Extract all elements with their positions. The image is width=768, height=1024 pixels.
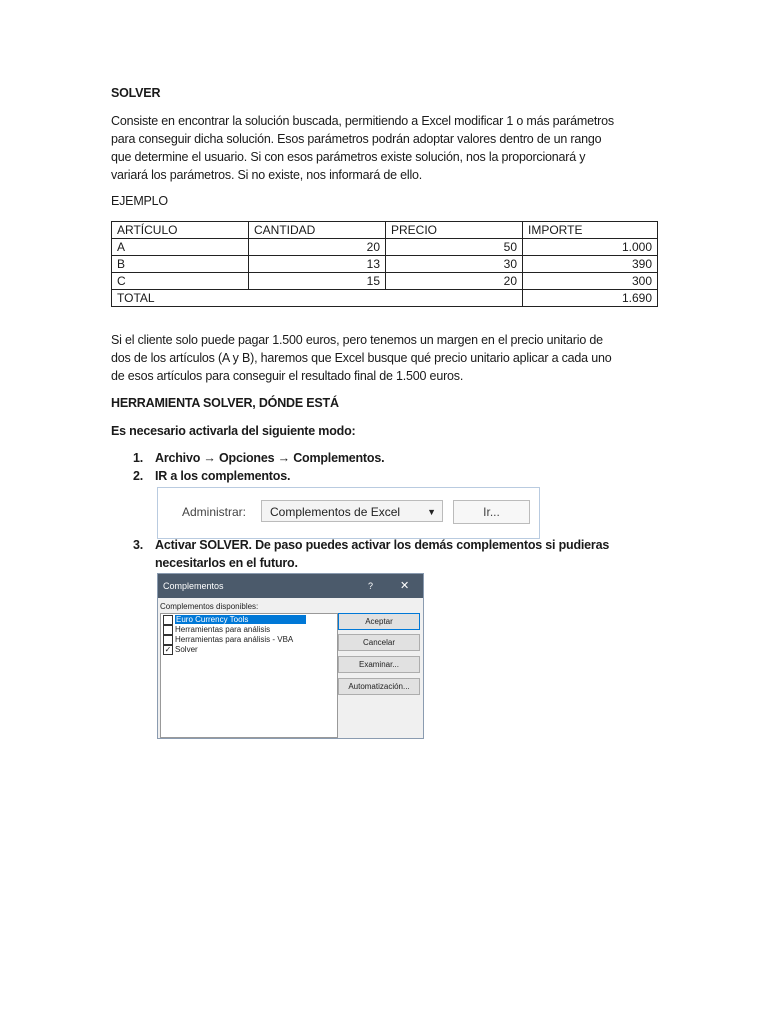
automation-button[interactable]: Automatización... xyxy=(338,678,420,695)
list-item[interactable]: Herramientas para análisis xyxy=(163,625,270,635)
scenario-line: de esos artículos para conseguir el resu… xyxy=(111,369,464,383)
step-number: 1. xyxy=(133,451,144,465)
activate-intro: Es necesario activarla del siguiente mod… xyxy=(111,424,356,438)
go-button[interactable]: Ir... xyxy=(453,500,530,524)
close-icon[interactable]: ✕ xyxy=(400,580,410,592)
browse-button[interactable]: Examinar... xyxy=(338,656,420,673)
item-label: Solver xyxy=(175,645,198,655)
title: SOLVER xyxy=(111,86,161,100)
header-cell: IMPORTE xyxy=(522,221,658,239)
cell: C xyxy=(111,272,249,290)
checkbox-checked[interactable]: ✓ xyxy=(163,645,173,655)
checkbox[interactable] xyxy=(163,615,173,625)
cell: 1.000 xyxy=(522,238,658,256)
header-cell: CANTIDAD xyxy=(248,221,386,239)
cancel-button[interactable]: Cancelar xyxy=(338,634,420,651)
intro-line: que determine el usuario. Si con esos pa… xyxy=(111,150,586,164)
step-number: 3. xyxy=(133,538,144,552)
cell: 390 xyxy=(522,255,658,273)
tool-heading: HERRAMIENTA SOLVER, DÓNDE ESTÁ xyxy=(111,396,339,410)
header-cell: PRECIO xyxy=(385,221,523,239)
cell: 20 xyxy=(248,238,386,256)
table-row: C 15 20 300 xyxy=(111,272,658,290)
cell: A xyxy=(111,238,249,256)
item-label: Euro Currency Tools xyxy=(175,615,307,625)
total-label: TOTAL xyxy=(111,289,523,307)
dropdown-arrow-icon: ▼ xyxy=(427,507,436,517)
header-cell: ARTÍCULO xyxy=(111,221,249,239)
item-label: Herramientas para análisis - VBA xyxy=(175,635,294,645)
ok-button[interactable]: Aceptar xyxy=(338,613,420,630)
item-label: Herramientas para análisis xyxy=(175,625,271,635)
total-value: 1.690 xyxy=(522,289,658,307)
admin-bar-screenshot: Administrar: Complementos de Excel ▼ Ir..… xyxy=(157,487,540,539)
cell: B xyxy=(111,255,249,273)
cell: 13 xyxy=(248,255,386,273)
cell: 15 xyxy=(248,272,386,290)
scenario-line: dos de los artículos (A y B), haremos qu… xyxy=(111,351,612,365)
help-icon[interactable]: ? xyxy=(368,581,374,591)
step-text: Archivo → Opciones → Complementos. xyxy=(155,451,385,465)
step-2: 2. IR a los complementos. xyxy=(133,469,290,483)
dialog-title: Complementos xyxy=(163,581,224,591)
step-text: IR a los complementos. xyxy=(155,469,291,483)
intro-line: variará los parámetros. Si no existe, no… xyxy=(111,168,423,182)
list-item[interactable]: Euro Currency Tools xyxy=(163,615,307,625)
cell: 50 xyxy=(385,238,523,256)
select-value: Complementos de Excel xyxy=(270,505,401,519)
addins-dialog: Complementos? ✕ Complementos disponibles:… xyxy=(157,573,424,739)
intro-line: para conseguir dicha solución. Esos pará… xyxy=(111,132,602,146)
cell: 300 xyxy=(522,272,658,290)
addins-list[interactable]: Euro Currency Tools Herramientas para an… xyxy=(160,613,338,738)
list-label: Complementos disponibles: xyxy=(160,602,259,611)
addins-select[interactable]: Complementos de Excel ▼ xyxy=(261,500,443,522)
list-item[interactable]: ✓ Solver xyxy=(163,645,198,655)
step-number: 2. xyxy=(133,469,144,483)
step-text: Activar SOLVER. De paso puedes activar l… xyxy=(155,538,610,552)
table-row: B 13 30 390 xyxy=(111,255,658,273)
example-table: ARTÍCULO CANTIDAD PRECIO IMPORTE A 20 50 1.000… xyxy=(111,221,658,307)
table-total-row: TOTAL 1.690 xyxy=(111,289,658,307)
table-header-row: ARTÍCULO CANTIDAD PRECIO IMPORTE xyxy=(111,221,658,239)
cell: 20 xyxy=(385,272,523,290)
admin-label: Administrar: xyxy=(182,505,247,519)
step-1: 1. Archivo → Opciones → Complementos. xyxy=(133,451,385,465)
dialog-titlebar: Complementos? ✕ xyxy=(158,574,423,598)
step-3-continued: necesitarlos en el futuro. xyxy=(155,556,298,570)
checkbox[interactable] xyxy=(163,635,173,645)
list-item[interactable]: Herramientas para análisis - VBA xyxy=(163,635,293,645)
checkbox[interactable] xyxy=(163,625,173,635)
example-heading: EJEMPLO xyxy=(111,194,168,208)
scenario-line: Si el cliente solo puede pagar 1.500 eur… xyxy=(111,333,603,347)
step-3: 3. Activar SOLVER. De paso puedes activar… xyxy=(133,538,609,552)
cell: 30 xyxy=(385,255,523,273)
intro-line: Consiste en encontrar la solución buscad… xyxy=(111,114,614,128)
table-row: A 20 50 1.000 xyxy=(111,238,658,256)
